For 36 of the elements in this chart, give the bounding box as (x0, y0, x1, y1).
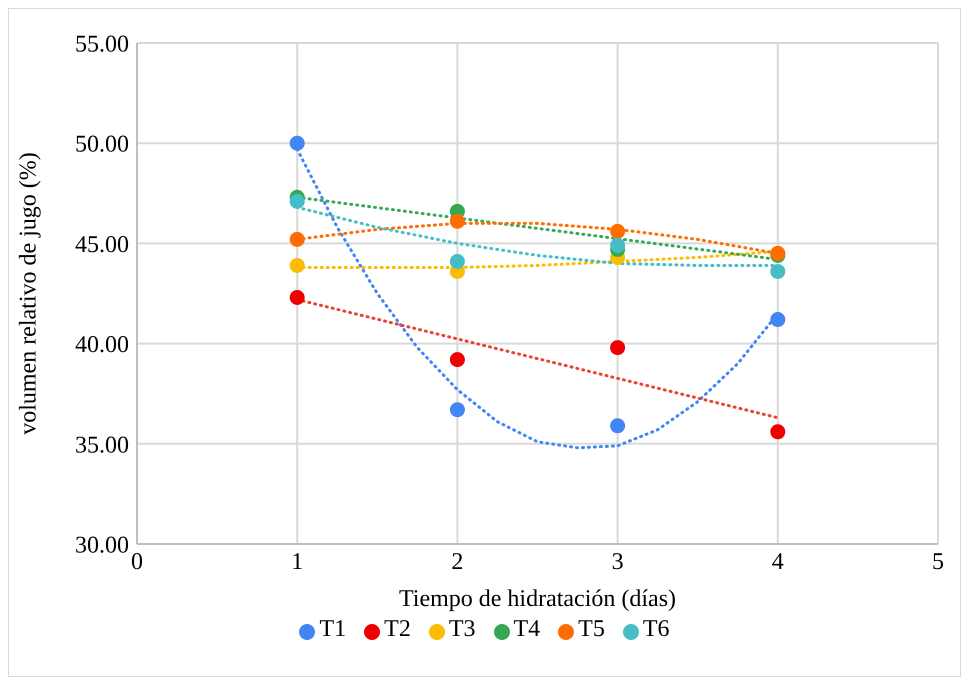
point (610, 224, 626, 239)
y-axis-title: volumen relativo de jugo (%) (16, 152, 42, 435)
point (290, 194, 305, 209)
legend-label: T3 (448, 616, 476, 642)
point (610, 340, 626, 356)
point (290, 258, 305, 273)
point (450, 402, 465, 418)
point (450, 254, 465, 269)
point (610, 418, 626, 434)
legend-label: T2 (384, 616, 411, 642)
legend-label: T5 (578, 616, 605, 642)
x-tick-label: 2 (451, 549, 464, 576)
point (770, 312, 786, 328)
legend-label: T6 (642, 616, 670, 642)
x-tick-label: 4 (772, 549, 784, 576)
y-tick-label: 45.00 (75, 232, 129, 258)
legend-label: T1 (319, 616, 346, 642)
legend-label: T4 (514, 616, 540, 642)
x-tick-label: 5 (932, 549, 944, 576)
point (290, 136, 305, 151)
y-tick-label: 40.00 (75, 332, 129, 358)
x-axis-title: Tiempo de hidratación (días) (398, 586, 676, 612)
point (610, 238, 626, 253)
y-tick-label: 55.00 (75, 32, 129, 58)
y-tick-label: 50.00 (75, 132, 129, 158)
point (290, 290, 305, 306)
y-tick-label: 30.00 (75, 532, 129, 559)
point (450, 214, 465, 229)
x-tick-label: 1 (291, 549, 304, 576)
x-tick-label: 0 (131, 549, 143, 576)
point (770, 424, 786, 440)
point (290, 232, 305, 247)
x-tick-label: 3 (612, 549, 624, 576)
point (770, 264, 786, 279)
y-tick-label: 35.00 (75, 432, 129, 458)
point (450, 352, 465, 368)
